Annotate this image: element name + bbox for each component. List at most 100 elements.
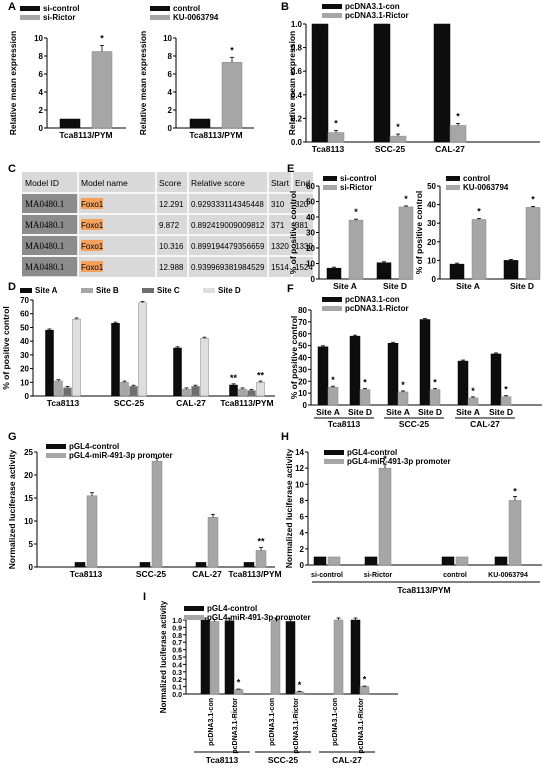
bar [311, 23, 329, 143]
y-tick-label: 0.1 [172, 685, 182, 692]
y-tick-label: 50 [306, 198, 315, 207]
legend-swatch [184, 606, 204, 611]
y-tick-label: 60 [20, 310, 29, 319]
bar [63, 387, 72, 397]
table-cell: 10.316 [159, 242, 184, 251]
significance-star: ** [257, 536, 265, 546]
group-label: SCC-25 [399, 419, 430, 429]
bar [151, 460, 163, 568]
y-tick-label: 2 [39, 106, 44, 115]
bar [349, 335, 361, 406]
x-tick-label: Site A [333, 281, 357, 291]
x-tick-label: Tca8113/PYM [189, 130, 242, 140]
foxo-highlight [81, 198, 103, 209]
chart-F: 0 10 20 30 40 50 60 70 80% of positive control * *… [289, 295, 542, 429]
y-axis-label: Normalized luciferase activity [284, 448, 294, 568]
x-tick-label: CAL-27 [435, 144, 465, 154]
x-tick-label: Tca8113/PYM [59, 130, 112, 140]
significance-star: * [334, 119, 338, 129]
y-tick-label: 0 [303, 401, 308, 410]
bar [45, 329, 54, 397]
legend-swatch [20, 288, 32, 293]
significance-star: * [531, 194, 535, 204]
y-tick-label: 0.8 [172, 633, 182, 640]
bar [350, 619, 361, 695]
legend-swatch [323, 176, 337, 181]
legend-label: pGL4-miR-491-3p promoter [347, 457, 451, 466]
y-tick-label: 0.5 [172, 655, 182, 662]
table-cell: MA0480.1 [25, 199, 64, 209]
x-tick-label: Tca8113/PYM [220, 398, 273, 408]
y-tick-label: 8 [39, 52, 44, 61]
significance-star: * [396, 122, 400, 132]
table-cell: Foxo1 [81, 221, 104, 230]
y-tick-label: 0.6 [172, 648, 182, 655]
y-tick-label: 0.8 [291, 44, 303, 53]
chart-E: 0 10 20 30 40 50 60 % of positive control * * Site… [288, 174, 414, 291]
bar [333, 619, 344, 695]
legend-label: Site D [218, 286, 241, 295]
table-cell: 12.988 [159, 263, 184, 272]
y-tick-label: 14 [295, 448, 304, 457]
y-tick-label: 5 [29, 540, 34, 549]
bar [373, 23, 391, 143]
legend-label: pcDNA3.1-Rictor [345, 304, 409, 313]
table-cell: 1320 [271, 242, 289, 251]
bar [74, 562, 86, 568]
legend-swatch [20, 15, 40, 20]
bar [441, 556, 455, 566]
y-axis-label: % of positive control [1, 306, 11, 390]
foxo-highlight [81, 240, 103, 251]
bar [313, 556, 327, 566]
bar [294, 691, 305, 695]
x-tick-label: SCC-25 [136, 569, 167, 579]
y-tick-label: 0.2 [291, 114, 303, 123]
panel-label-H: H [281, 431, 289, 443]
x-tick-label: Tca8113/PYM [228, 569, 281, 579]
legend-label: Site C [157, 286, 180, 295]
x-tick-label: pcDNA3.1-Rictor [232, 698, 239, 754]
y-axis-label: % of positive control [288, 191, 298, 275]
y-tick-label: 8 [168, 52, 173, 61]
y-tick-label: 0 [311, 275, 316, 284]
panel-label-G: G [8, 431, 17, 443]
legend-swatch [46, 453, 66, 458]
table-cell: 1330 [295, 242, 313, 251]
y-tick-label: 0 [25, 392, 30, 401]
y-tick-label: 50 [20, 323, 29, 332]
bar [207, 517, 219, 568]
legend-label: Site B [96, 286, 119, 295]
motif-table: Model ID Model name Score Relative score Sta… [22, 172, 313, 277]
y-tick-label: 30 [427, 219, 436, 228]
bar [200, 619, 211, 695]
legend-swatch [324, 459, 344, 464]
legend-label: pGL4-miR-491-3p promoter [207, 613, 311, 622]
y-tick-label: 0.0 [172, 692, 182, 699]
y-tick-label: 10 [298, 389, 307, 398]
y-tick-label: 6 [39, 70, 44, 79]
legend-label: pGL4-control [347, 448, 397, 457]
legend-label: si-control [43, 4, 79, 13]
foxo-highlight [81, 261, 103, 272]
y-tick-label: 10 [20, 378, 29, 387]
table-cell: 320 [295, 200, 309, 209]
table-cell: Foxo1 [81, 242, 104, 251]
bar [221, 62, 243, 129]
y-axis-label: Relative mean expression [8, 31, 18, 135]
significance-star: * [363, 675, 367, 685]
y-tick-label: 50 [298, 342, 307, 351]
significance-star: * [401, 380, 405, 390]
y-tick-label: 8 [300, 496, 305, 505]
table-cell: MA0480.1 [25, 262, 64, 272]
bar [359, 686, 370, 695]
legend-swatch [142, 288, 154, 293]
y-tick-label: 15 [24, 494, 33, 503]
group-label: Tca8113 [206, 755, 239, 765]
legend-swatch [323, 185, 337, 190]
bar [247, 390, 256, 397]
bar [398, 206, 414, 280]
y-axis-label: Relative mean expression [287, 31, 297, 135]
significance-star: ** [230, 373, 238, 383]
x-tick-label: Tca8113 [312, 144, 345, 154]
